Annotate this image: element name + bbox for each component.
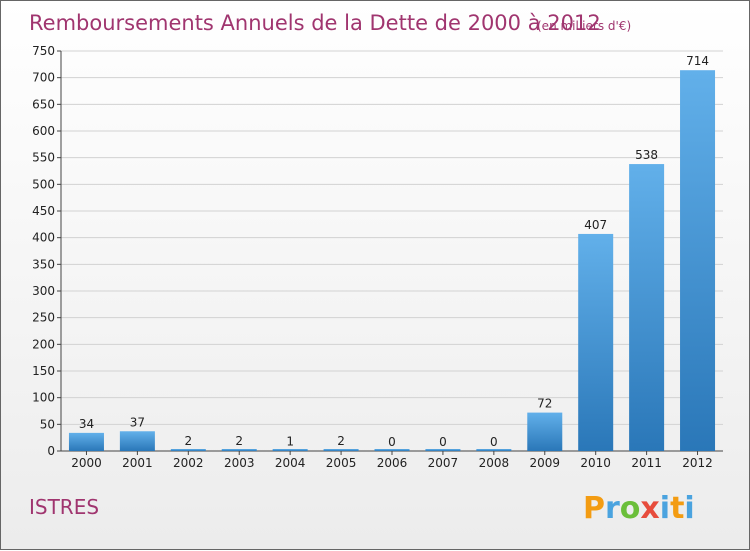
- value-label: 2: [184, 434, 192, 448]
- value-label: 72: [537, 397, 552, 411]
- bar: [68, 432, 104, 451]
- x-tick-label: 2010: [580, 456, 611, 470]
- bar: [425, 449, 461, 451]
- value-label: 2: [235, 434, 243, 448]
- bar: [272, 449, 308, 451]
- bar: [527, 412, 563, 451]
- logo-letter: i: [660, 491, 670, 526]
- bar: [476, 449, 512, 451]
- x-tick-label: 2006: [377, 456, 408, 470]
- y-tick-label: 500: [32, 177, 55, 191]
- chart-title: Remboursements Annuels de la Dette de 20…: [29, 11, 601, 35]
- value-label: 0: [388, 435, 396, 449]
- y-tick-label: 200: [32, 337, 55, 351]
- proxiti-logo: Proxiti: [583, 491, 695, 526]
- y-tick-label: 400: [32, 231, 55, 245]
- y-tick-label: 450: [32, 204, 55, 218]
- logo-letter: x: [640, 491, 659, 526]
- bar: [578, 233, 614, 451]
- bars: [68, 70, 716, 452]
- bar: [221, 449, 257, 451]
- bar: [323, 449, 359, 451]
- value-label: 1: [286, 434, 294, 448]
- x-tick-label: 2009: [529, 456, 560, 470]
- logo-letter: o: [620, 491, 641, 526]
- y-tick-label: 550: [32, 151, 55, 165]
- value-label: 407: [584, 218, 607, 232]
- value-label: 34: [79, 417, 94, 431]
- bar: [629, 164, 665, 452]
- grid-lines: [61, 50, 723, 452]
- logo-letter: P: [583, 491, 605, 526]
- x-tick-label: 2011: [631, 456, 662, 470]
- x-tick-label: 2012: [682, 456, 713, 470]
- y-tick-label: 100: [32, 391, 55, 405]
- x-tick-label: 2005: [326, 456, 357, 470]
- x-tick-label: 2003: [224, 456, 255, 470]
- x-tick-label: 2000: [71, 456, 102, 470]
- y-tick-label: 350: [32, 257, 55, 271]
- x-tick-label: 2004: [275, 456, 306, 470]
- value-label: 538: [635, 148, 658, 162]
- bar: [119, 431, 155, 451]
- value-label: 37: [130, 415, 145, 429]
- chart-subtitle: (en milliers d'€): [537, 19, 631, 33]
- y-tick-label: 0: [47, 444, 55, 458]
- x-tick-label: 2001: [122, 456, 153, 470]
- y-tick-label: 300: [32, 284, 55, 298]
- y-tick-label: 250: [32, 311, 55, 325]
- x-tick-label: 2008: [479, 456, 510, 470]
- value-label: 0: [490, 435, 498, 449]
- axes: 0501001502002503003504004505005506006507…: [32, 44, 723, 458]
- y-tick-label: 650: [32, 97, 55, 111]
- logo-letter: r: [605, 491, 620, 526]
- city-name: ISTRES: [29, 495, 99, 519]
- x-tick-label: 2007: [428, 456, 459, 470]
- bar: [680, 70, 716, 451]
- value-label: 0: [439, 435, 447, 449]
- labels: 34 2000 37 2001 2 2002 2 2003 1 2004 2 2005 0 2006 0 20…: [71, 54, 713, 470]
- value-label: 2: [337, 434, 345, 448]
- logo-letter: t: [670, 491, 684, 526]
- x-tick-label: 2002: [173, 456, 204, 470]
- bar: [374, 449, 410, 451]
- logo-letter: i: [684, 491, 694, 526]
- y-tick-label: 600: [32, 124, 55, 138]
- value-label: 714: [686, 54, 709, 68]
- y-tick-label: 50: [40, 417, 55, 431]
- bar: [170, 449, 206, 451]
- y-tick-label: 750: [32, 44, 55, 58]
- y-tick-label: 700: [32, 71, 55, 85]
- y-tick-label: 150: [32, 364, 55, 378]
